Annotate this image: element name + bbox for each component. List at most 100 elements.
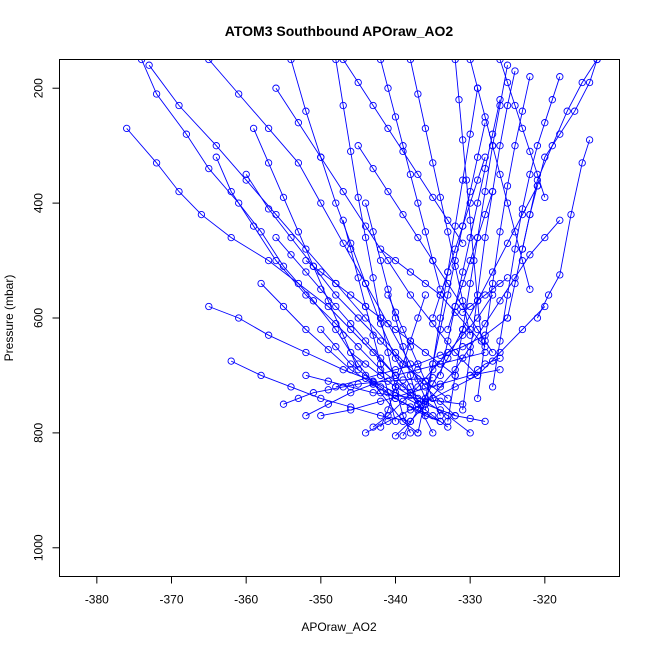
data-point [496, 59, 504, 64]
data-point [391, 314, 400, 322]
data-point [488, 348, 497, 357]
data-point [488, 285, 497, 293]
data-point [347, 291, 355, 299]
data-point [533, 170, 542, 179]
series-50 [302, 371, 467, 408]
data-point [347, 366, 355, 374]
data-point [264, 205, 273, 213]
series-line [231, 360, 411, 422]
data-point [317, 394, 325, 403]
data-point [526, 285, 534, 293]
data-point [309, 389, 318, 397]
data-point [361, 199, 370, 207]
data-point [459, 302, 467, 311]
data-point [567, 210, 575, 219]
series-line [492, 76, 561, 387]
data-point [347, 147, 355, 156]
data-point [324, 297, 332, 305]
series-18 [391, 216, 564, 440]
data-point [406, 170, 415, 179]
data-point [376, 360, 385, 368]
series-line [141, 59, 419, 434]
series-line [275, 87, 478, 376]
series-47 [376, 291, 430, 431]
x-tick-label: -380 [85, 593, 109, 607]
data-point [369, 331, 377, 339]
data-point [354, 343, 362, 351]
data-point [444, 279, 452, 288]
data-point [197, 210, 206, 219]
series-5 [212, 153, 474, 437]
data-point [294, 159, 303, 167]
data-point [347, 239, 355, 247]
data-point [227, 187, 235, 196]
data-point [473, 297, 482, 305]
data-point [488, 357, 497, 365]
data-point [354, 274, 362, 282]
series-51 [466, 354, 504, 380]
data-point [332, 59, 340, 64]
series-11 [287, 59, 430, 420]
data-point [518, 256, 527, 265]
data-point [436, 406, 444, 414]
data-point [399, 383, 407, 391]
data-point [332, 343, 340, 351]
data-point [339, 187, 347, 196]
data-point [436, 417, 444, 426]
data-point [302, 412, 310, 420]
data-point [459, 354, 467, 362]
series-52 [459, 274, 512, 316]
data-point [429, 394, 437, 403]
data-point [317, 268, 325, 276]
data-point [257, 279, 265, 288]
data-point [339, 216, 347, 224]
data-point [444, 325, 452, 334]
series-line [253, 128, 359, 370]
data-point [436, 360, 444, 368]
data-point [309, 262, 318, 270]
y-axis: 200 400 600 800 1000 [32, 78, 60, 561]
data-point [481, 320, 489, 328]
data-point [518, 107, 527, 115]
data-point [361, 302, 370, 311]
series-1 [137, 59, 422, 437]
data-point [481, 348, 489, 357]
data-point [436, 412, 444, 420]
data-point [541, 153, 549, 161]
data-point [406, 391, 415, 400]
data-point [175, 187, 183, 196]
data-point [455, 96, 463, 104]
series-24 [459, 67, 519, 414]
data-point [376, 383, 385, 391]
data-point [123, 124, 131, 133]
data-point [511, 274, 519, 282]
series-39 [272, 233, 400, 380]
data-point [556, 73, 564, 81]
data-point [444, 216, 452, 224]
data-point [212, 153, 220, 161]
data-point [473, 84, 482, 92]
data-point [451, 59, 459, 64]
data-point [339, 331, 347, 339]
data-point [503, 291, 512, 299]
data-point [264, 256, 273, 265]
data-point [503, 182, 512, 190]
data-point [451, 371, 459, 380]
data-point [391, 366, 400, 374]
series-40 [249, 124, 362, 374]
data-point [324, 345, 332, 354]
data-point [481, 153, 489, 161]
data-point [496, 337, 504, 345]
data-point [466, 216, 474, 224]
data-point [279, 193, 288, 202]
data-point [287, 233, 295, 242]
data-point [421, 279, 430, 288]
data-point [436, 291, 444, 299]
data-point [317, 325, 325, 334]
data-point [414, 199, 422, 207]
data-point [466, 331, 474, 339]
data-point [384, 320, 392, 328]
data-point [481, 187, 489, 196]
data-point [347, 406, 355, 414]
data-point [287, 383, 295, 391]
